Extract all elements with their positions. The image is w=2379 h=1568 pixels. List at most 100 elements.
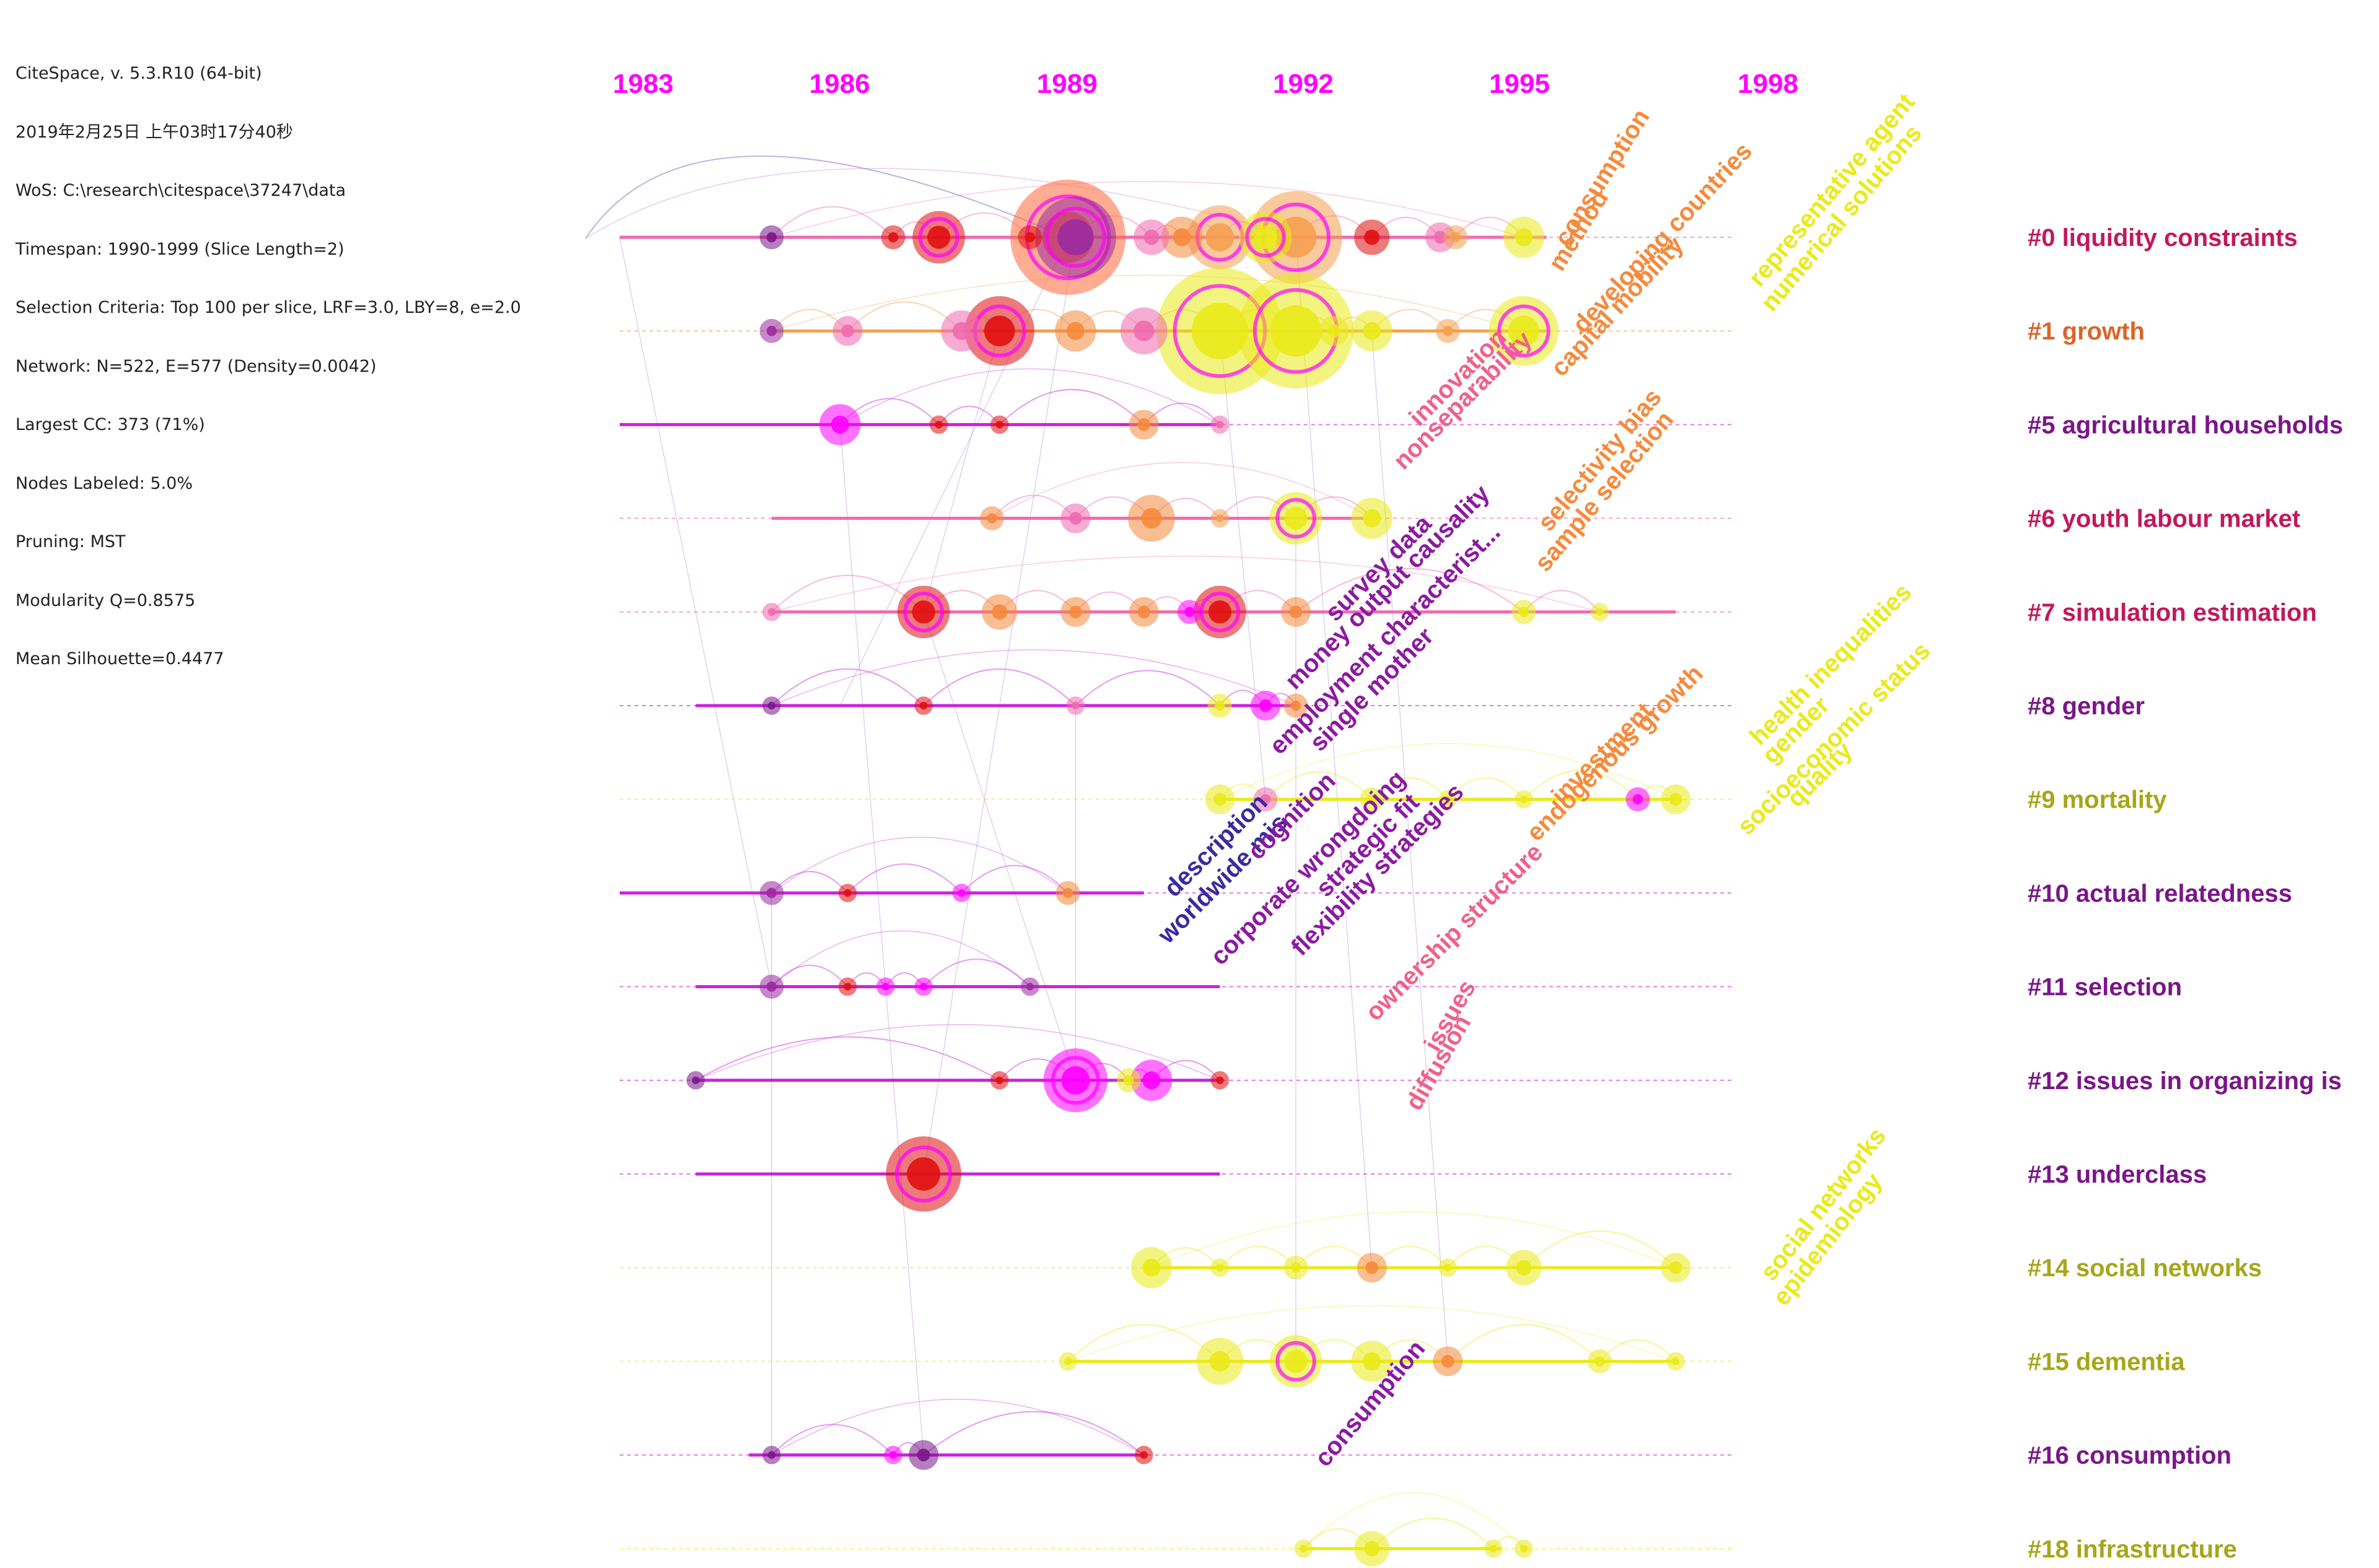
- citation-node-core: [1284, 1349, 1308, 1373]
- cluster-arc: [1068, 1305, 1676, 1362]
- cluster-label-6[interactable]: #6 youth labour market: [2028, 506, 2300, 533]
- cluster-arc: [585, 155, 1066, 239]
- cluster-label-11[interactable]: #11 selection: [2028, 974, 2182, 1001]
- citation-node-core: [1259, 699, 1272, 712]
- citation-node-core: [1290, 1262, 1301, 1273]
- citation-node-core: [1270, 305, 1322, 357]
- citation-node-core: [1141, 508, 1162, 529]
- year-label-1995: 1995: [1489, 69, 1550, 99]
- citation-node-core: [831, 415, 850, 434]
- citation-node-core: [1216, 1263, 1224, 1272]
- citation-node-core: [1363, 322, 1381, 340]
- cluster-arc: [1295, 567, 1524, 613]
- info-selection-criteria: Selection Criteria: Top 100 per slice, L…: [15, 298, 521, 317]
- cluster-label-13[interactable]: #13 underclass: [2028, 1161, 2207, 1188]
- cluster-arc: [938, 405, 1000, 426]
- citation-node-core: [1632, 794, 1643, 805]
- citation-node-core: [917, 1448, 930, 1461]
- citation-node-core: [1363, 1352, 1381, 1370]
- citation-node-core: [1489, 1544, 1498, 1553]
- cluster-label-18[interactable]: #18 infrastructure: [2028, 1536, 2237, 1563]
- citation-node-core: [1364, 1541, 1380, 1557]
- cluster-arc: [1151, 1211, 1676, 1268]
- cluster-arc: [1523, 769, 1638, 800]
- cluster-arc: [695, 1024, 1220, 1081]
- cluster-arc: [1265, 771, 1373, 800]
- cluster-arc: [771, 1398, 1145, 1456]
- cluster-label-14[interactable]: #14 social networks: [2028, 1255, 2262, 1282]
- year-label-1989: 1989: [1037, 69, 1097, 99]
- citation-node-core: [992, 604, 1008, 620]
- citation-burst-ring: [1275, 1341, 1316, 1382]
- citation-node-core: [927, 226, 951, 249]
- citation-burst-ring: [1045, 206, 1106, 268]
- cluster-label-15[interactable]: #15 dementia: [2028, 1348, 2185, 1375]
- citation-node-core: [1069, 605, 1082, 619]
- citation-node-core: [995, 1076, 1004, 1085]
- citation-node-core: [1142, 1258, 1161, 1277]
- cluster-label-9[interactable]: #9 mortality: [2028, 786, 2167, 813]
- citation-burst-ring: [1275, 497, 1316, 539]
- citation-node-core: [1142, 1071, 1161, 1090]
- year-label-1986: 1986: [809, 69, 870, 99]
- citation-node-core: [766, 232, 777, 243]
- cluster-label-12[interactable]: #12 issues in organizing is: [2028, 1067, 2342, 1095]
- citation-node-core: [1365, 1261, 1379, 1274]
- citation-node-core: [1137, 418, 1151, 431]
- cluster-arc: [1067, 1324, 1221, 1362]
- citation-node-core: [1290, 700, 1301, 711]
- info-pruning: Pruning: MST: [15, 532, 126, 551]
- network-info-panel: CiteSpace, v. 5.3.R10 (64-bit) 2019年2月25…: [15, 25, 521, 708]
- citation-node-core: [1508, 315, 1539, 347]
- citation-node-core: [1441, 1355, 1454, 1368]
- cluster-label-8[interactable]: #8 gender: [2028, 693, 2145, 720]
- cluster-arc: [923, 958, 1031, 988]
- cluster-arc: [1219, 1245, 1296, 1268]
- citation-node-core: [1284, 506, 1308, 530]
- cross-cluster-link: [1295, 237, 1373, 1268]
- citation-node-core: [957, 889, 965, 897]
- cluster-arc: [771, 668, 925, 706]
- kw-numerical-solutions: numerical solutions: [1756, 120, 1927, 317]
- cross-cluster-link: [923, 611, 1076, 1081]
- citation-node-core: [692, 1076, 700, 1085]
- citation-node-core: [766, 981, 777, 992]
- cluster-label-7[interactable]: #7 simulation estimation: [2028, 599, 2317, 626]
- info-network: Network: N=522, E=577 (Density=0.0042): [15, 356, 377, 376]
- citation-node-core: [934, 421, 943, 429]
- citation-burst-ring: [1497, 304, 1550, 357]
- citation-node-core: [1213, 792, 1226, 806]
- citation-node-core: [995, 421, 1004, 429]
- cross-cluster-link: [839, 237, 1069, 706]
- cluster-label-1[interactable]: #1 growth: [2028, 318, 2145, 345]
- citation-node-core: [1124, 1075, 1134, 1086]
- citation-node-core: [1133, 320, 1154, 341]
- cluster-label-16[interactable]: #16 consumption: [2028, 1442, 2232, 1469]
- citation-node-core: [843, 983, 852, 991]
- cluster-arc: [1303, 1492, 1524, 1549]
- year-label-1992: 1992: [1273, 69, 1334, 99]
- cluster-arc: [772, 556, 1600, 613]
- citation-node-core: [952, 322, 971, 340]
- citation-burst-ring: [1051, 1056, 1101, 1105]
- citation-node-core: [907, 1157, 941, 1191]
- cluster-arc: [771, 965, 848, 988]
- year-label-1983: 1983: [613, 69, 674, 99]
- citation-node-core: [1064, 1357, 1072, 1365]
- citation-node-core: [767, 608, 776, 616]
- citation-node-core: [843, 889, 852, 897]
- citation-node-core: [1137, 605, 1151, 619]
- cluster-arc: [1075, 670, 1221, 706]
- citation-node-core: [1216, 514, 1224, 522]
- cluster-label-5[interactable]: #5 agricultural households: [2028, 411, 2343, 439]
- citation-node-core: [767, 1451, 776, 1459]
- citation-node-core: [912, 600, 936, 624]
- cluster-arc: [992, 462, 1373, 519]
- kw-endogenous-growth: endogenous growth: [1521, 660, 1708, 846]
- cluster-label-10[interactable]: #10 actual relatedness: [2028, 880, 2292, 907]
- cluster-label-0[interactable]: #0 liquidity constraints: [2028, 224, 2298, 252]
- citation-node-core: [1299, 1544, 1308, 1553]
- citation-node-core: [1518, 607, 1529, 618]
- cluster-arc: [1371, 1517, 1494, 1549]
- citation-node-core: [766, 888, 777, 898]
